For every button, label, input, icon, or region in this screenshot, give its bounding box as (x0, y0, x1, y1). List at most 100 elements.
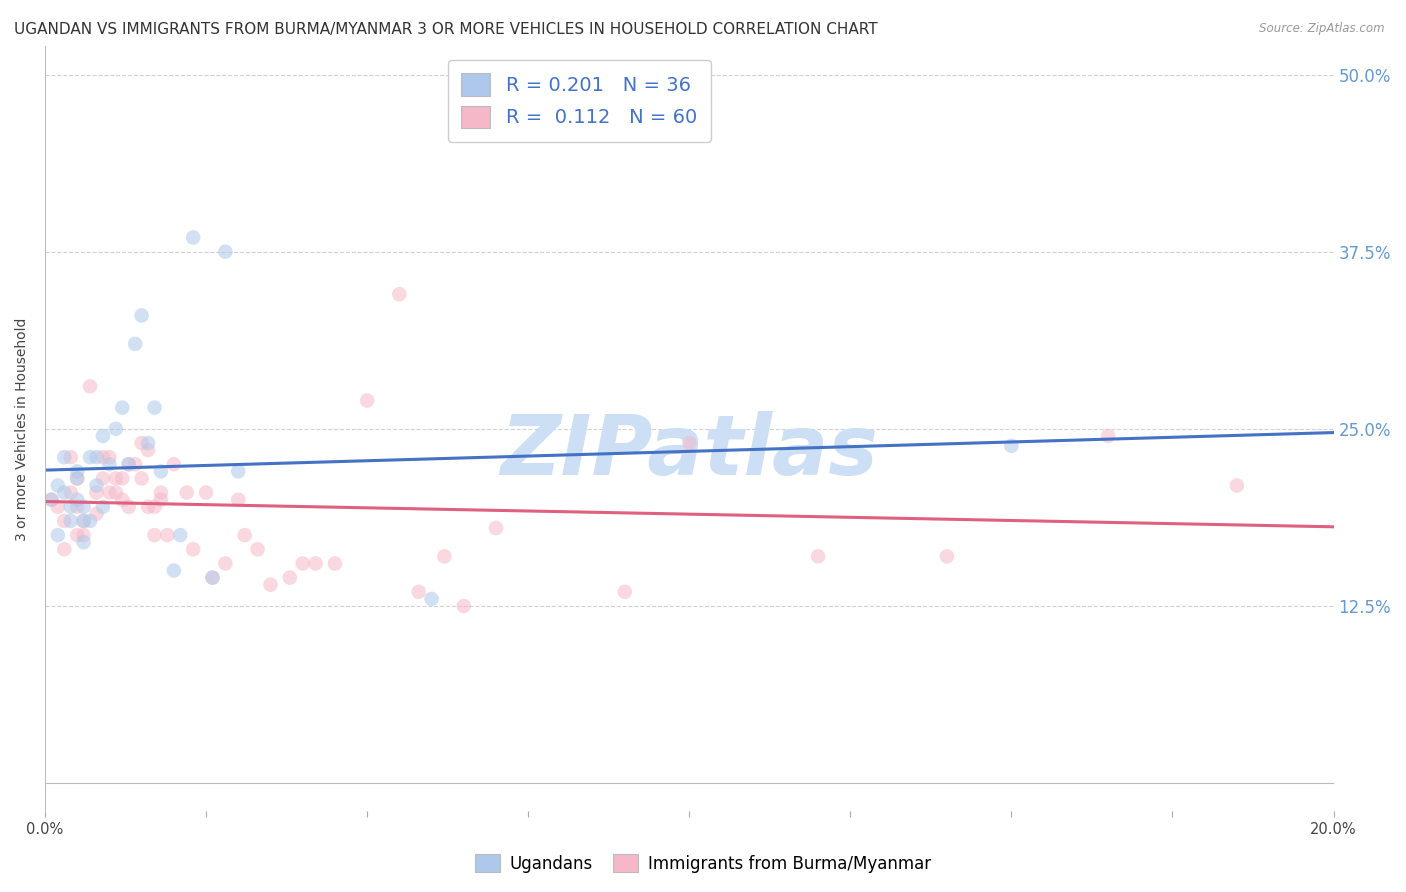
Point (1097, 429, 1119, 443)
Point (104, 471, 127, 485)
Point (86, 450, 108, 465)
Point (118, 457, 141, 471)
Point (118, 500, 141, 514)
Point (131, 436, 153, 450)
Point (226, 492, 249, 507)
Point (136, 443, 159, 458)
Point (485, 521, 508, 535)
Text: ZIPatlas: ZIPatlas (501, 411, 879, 492)
Point (91, 471, 114, 485)
Point (72, 535, 94, 549)
Point (46, 500, 69, 514)
Point (291, 557, 314, 571)
Point (91, 450, 114, 465)
Point (86, 478, 108, 492)
Point (91, 429, 114, 443)
Point (59, 500, 82, 514)
Point (201, 571, 224, 585)
Legend: R = 0.201   N = 36, R =  0.112   N = 60: R = 0.201 N = 36, R = 0.112 N = 60 (447, 60, 711, 142)
Point (143, 528, 166, 542)
Point (226, 464, 249, 478)
Point (136, 436, 159, 450)
Point (453, 599, 475, 613)
Point (104, 422, 127, 436)
Point (79, 450, 101, 465)
Point (59, 514, 82, 528)
Legend: Ugandans, Immigrants from Burma/Myanmar: Ugandans, Immigrants from Burma/Myanmar (468, 847, 938, 880)
Point (149, 492, 172, 507)
Point (53, 450, 76, 465)
Point (163, 457, 186, 471)
Point (66, 464, 89, 478)
Point (66, 492, 89, 507)
Point (131, 309, 153, 323)
Point (111, 471, 134, 485)
Point (79, 379, 101, 393)
Point (278, 571, 301, 585)
Point (1000, 439, 1022, 453)
Point (388, 287, 411, 301)
Point (169, 528, 191, 542)
Point (66, 471, 89, 485)
Point (233, 528, 256, 542)
Point (433, 549, 456, 564)
Point (678, 436, 700, 450)
Point (143, 500, 166, 514)
Point (181, 542, 204, 557)
Point (118, 457, 141, 471)
Point (136, 500, 159, 514)
Point (111, 492, 134, 507)
Point (59, 485, 82, 500)
Point (149, 485, 172, 500)
Point (72, 500, 94, 514)
Point (156, 528, 179, 542)
Point (214, 557, 236, 571)
Point (59, 450, 82, 465)
Point (420, 591, 443, 606)
Point (86, 507, 108, 521)
Point (181, 230, 204, 244)
Point (143, 401, 166, 415)
Point (41, 492, 63, 507)
Point (163, 564, 186, 578)
Point (53, 514, 76, 528)
Point (356, 393, 378, 408)
Point (66, 528, 89, 542)
Point (195, 485, 218, 500)
Point (72, 514, 94, 528)
Point (98, 485, 121, 500)
Point (131, 471, 153, 485)
Point (613, 584, 636, 599)
Point (66, 471, 89, 485)
Point (66, 500, 89, 514)
Point (201, 571, 224, 585)
Point (53, 542, 76, 557)
Point (936, 549, 959, 564)
Y-axis label: 3 or more Vehicles in Household: 3 or more Vehicles in Household (15, 318, 30, 541)
Point (91, 500, 114, 514)
Point (111, 401, 134, 415)
Point (807, 549, 830, 564)
Point (46, 478, 69, 492)
Point (72, 514, 94, 528)
Text: UGANDAN VS IMMIGRANTS FROM BURMA/MYANMAR 3 OR MORE VEHICLES IN HOUSEHOLD CORRELA: UGANDAN VS IMMIGRANTS FROM BURMA/MYANMAR… (14, 22, 877, 37)
Point (246, 542, 269, 557)
Point (1226, 478, 1249, 492)
Point (214, 244, 236, 259)
Point (86, 485, 108, 500)
Point (53, 485, 76, 500)
Text: Source: ZipAtlas.com: Source: ZipAtlas.com (1260, 22, 1385, 36)
Point (176, 485, 198, 500)
Point (104, 485, 127, 500)
Point (323, 557, 346, 571)
Point (98, 457, 121, 471)
Point (124, 336, 146, 351)
Point (408, 584, 430, 599)
Point (259, 578, 281, 592)
Point (79, 514, 101, 528)
Point (72, 528, 94, 542)
Point (304, 557, 326, 571)
Point (124, 457, 146, 471)
Point (41, 492, 63, 507)
Point (98, 450, 121, 465)
